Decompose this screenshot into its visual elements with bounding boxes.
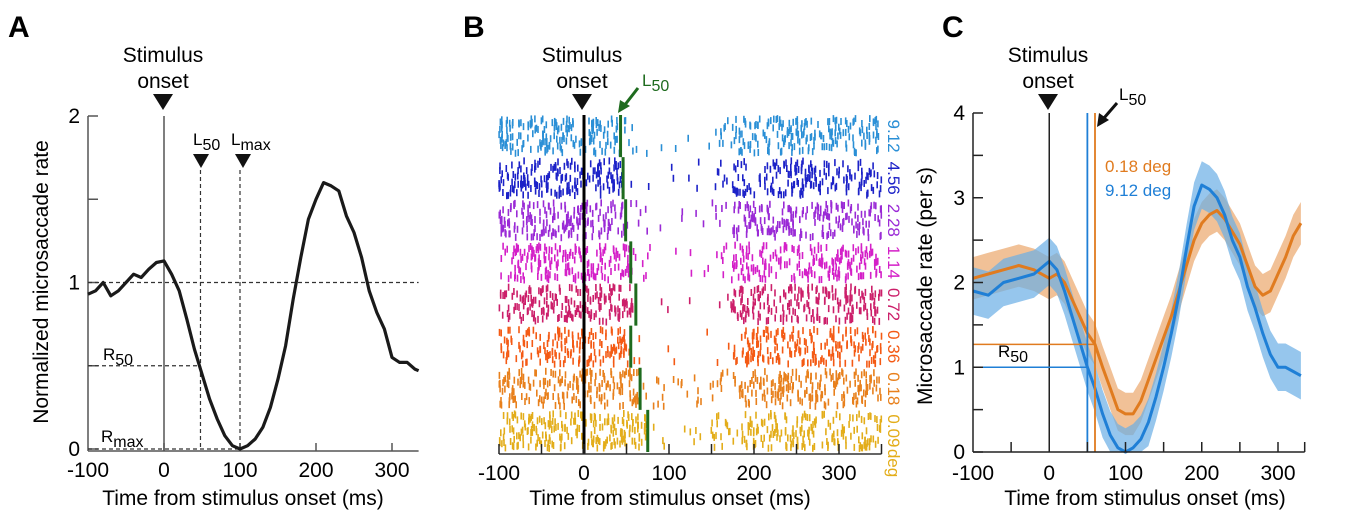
raster-plot	[498, 115, 883, 452]
y-tick-label-a: 2	[68, 105, 80, 128]
raster-row-0.72	[498, 283, 883, 326]
y-tick-label-c: 3	[953, 187, 965, 210]
panel-a-axes: 012-100 0 100 200 300	[67, 105, 419, 482]
x-axis-title-c: Time from stimulus onset (ms)	[1004, 487, 1286, 510]
x-tick-label-b: 200	[736, 462, 771, 485]
y-tick-label-c: 4	[953, 102, 965, 125]
raster-row-9.12	[498, 115, 880, 158]
x-tick-label-c: 0	[1043, 462, 1055, 485]
panel-b-axes: -100 0 100 200 300	[478, 115, 883, 485]
legend-blue: 9.12 deg	[1105, 181, 1171, 200]
raster-row-0.18	[498, 367, 882, 410]
stimulus-onset-marker-b	[572, 94, 592, 110]
l50-arrow-b	[622, 87, 640, 107]
panel-c-letter: C	[942, 11, 964, 44]
raster-row-4.56	[498, 157, 883, 200]
y-axis-title-a: Normalized microsaccade rate	[30, 140, 53, 424]
x-tick-label-c: 100	[1108, 462, 1143, 485]
raster-row-0.09	[498, 409, 883, 452]
stimulus-label-a: Stimulus	[123, 44, 204, 67]
eccentricity-label: 1.14	[884, 246, 903, 279]
panel-c-plot	[972, 113, 1303, 454]
raster-row-0.36	[498, 325, 883, 368]
rmax-label-a: Rmax	[101, 427, 144, 451]
eccentricity-label: 0.36	[884, 330, 903, 363]
onset-label-c: onset	[1022, 70, 1074, 93]
l50-label-c: L50	[1119, 85, 1146, 109]
panel-a-plot	[87, 116, 420, 451]
deg-unit-label: deg	[884, 449, 903, 477]
x-axis-title-b: Time from stimulus onset (ms)	[529, 487, 811, 510]
eccentricity-label: 9.12	[884, 120, 903, 153]
x-tick-label-a: 300	[374, 459, 409, 482]
onset-label-a: onset	[137, 70, 189, 93]
r50-label-c: R50	[998, 342, 1028, 366]
eccentricity-label: 2.28	[884, 204, 903, 237]
l50-marker-a	[193, 154, 209, 168]
l50-arrow-c	[1102, 102, 1119, 119]
x-tick-label-c: 200	[1184, 462, 1219, 485]
rate-curve-9.12-deg	[972, 183, 1302, 454]
x-tick-label-a: -100	[67, 459, 109, 482]
x-tick-label-b: -100	[478, 462, 520, 485]
rate-curve-a	[87, 181, 420, 451]
panel-a: A Stimulus onset 012-100 0 100 200 300 L50 L…	[8, 11, 420, 510]
legend-orange: 0.18 deg	[1105, 157, 1171, 176]
x-tick-label-a: 0	[158, 459, 170, 482]
x-tick-label-a: 200	[298, 459, 333, 482]
y-axis-title-c: Microsaccade rate (per s)	[914, 167, 937, 405]
stimulus-onset-marker-a	[153, 94, 173, 110]
panel-b-letter: B	[463, 11, 485, 44]
stimulus-label-c: Stimulus	[1008, 44, 1089, 67]
r50-label-a: R50	[103, 345, 133, 369]
lmax-marker-a	[235, 154, 251, 168]
lmax-label-a: Lmax	[231, 130, 271, 154]
stimulus-label-b: Stimulus	[542, 44, 623, 67]
y-tick-label-c: 0	[953, 441, 965, 464]
x-tick-label-b: 0	[578, 462, 590, 485]
eccentricity-label: 0.09	[884, 414, 903, 447]
eccentricity-label: 0.72	[884, 288, 903, 321]
stimulus-onset-marker-c	[1038, 94, 1058, 110]
l50-label-a: L50	[193, 130, 220, 154]
x-tick-label-b: 100	[651, 462, 686, 485]
panel-b: B Stimulus onset -100 0 100 200 300 L50 9.12…	[463, 11, 903, 510]
x-tick-label-a: 100	[222, 459, 257, 482]
y-tick-label-a: 0	[68, 438, 80, 461]
eccentricity-label: 4.56	[884, 162, 903, 195]
x-tick-label-c: -100	[952, 462, 994, 485]
x-tick-label-c: 300	[1260, 462, 1295, 485]
raster-row-2.28	[498, 199, 883, 242]
eccentricity-label: 0.18	[884, 372, 903, 405]
l50-arrowhead-b	[618, 100, 630, 113]
x-tick-label-b: 300	[821, 462, 856, 485]
onset-label-b: onset	[556, 70, 608, 93]
y-tick-label-a: 1	[68, 272, 80, 295]
raster-row-1.14	[500, 241, 882, 284]
y-tick-label-c: 1	[953, 356, 965, 379]
l50-label-b: L50	[642, 71, 669, 95]
panel-a-letter: A	[8, 11, 30, 44]
y-tick-label-c: 2	[953, 272, 965, 295]
eccentricity-labels: 9.12 4.56 2.28 1.14 0.72 0.36 0.18 0.09 deg	[884, 120, 903, 478]
l50-arrowhead-c	[1097, 113, 1109, 127]
x-axis-title-a: Time from stimulus onset (ms)	[102, 487, 384, 510]
